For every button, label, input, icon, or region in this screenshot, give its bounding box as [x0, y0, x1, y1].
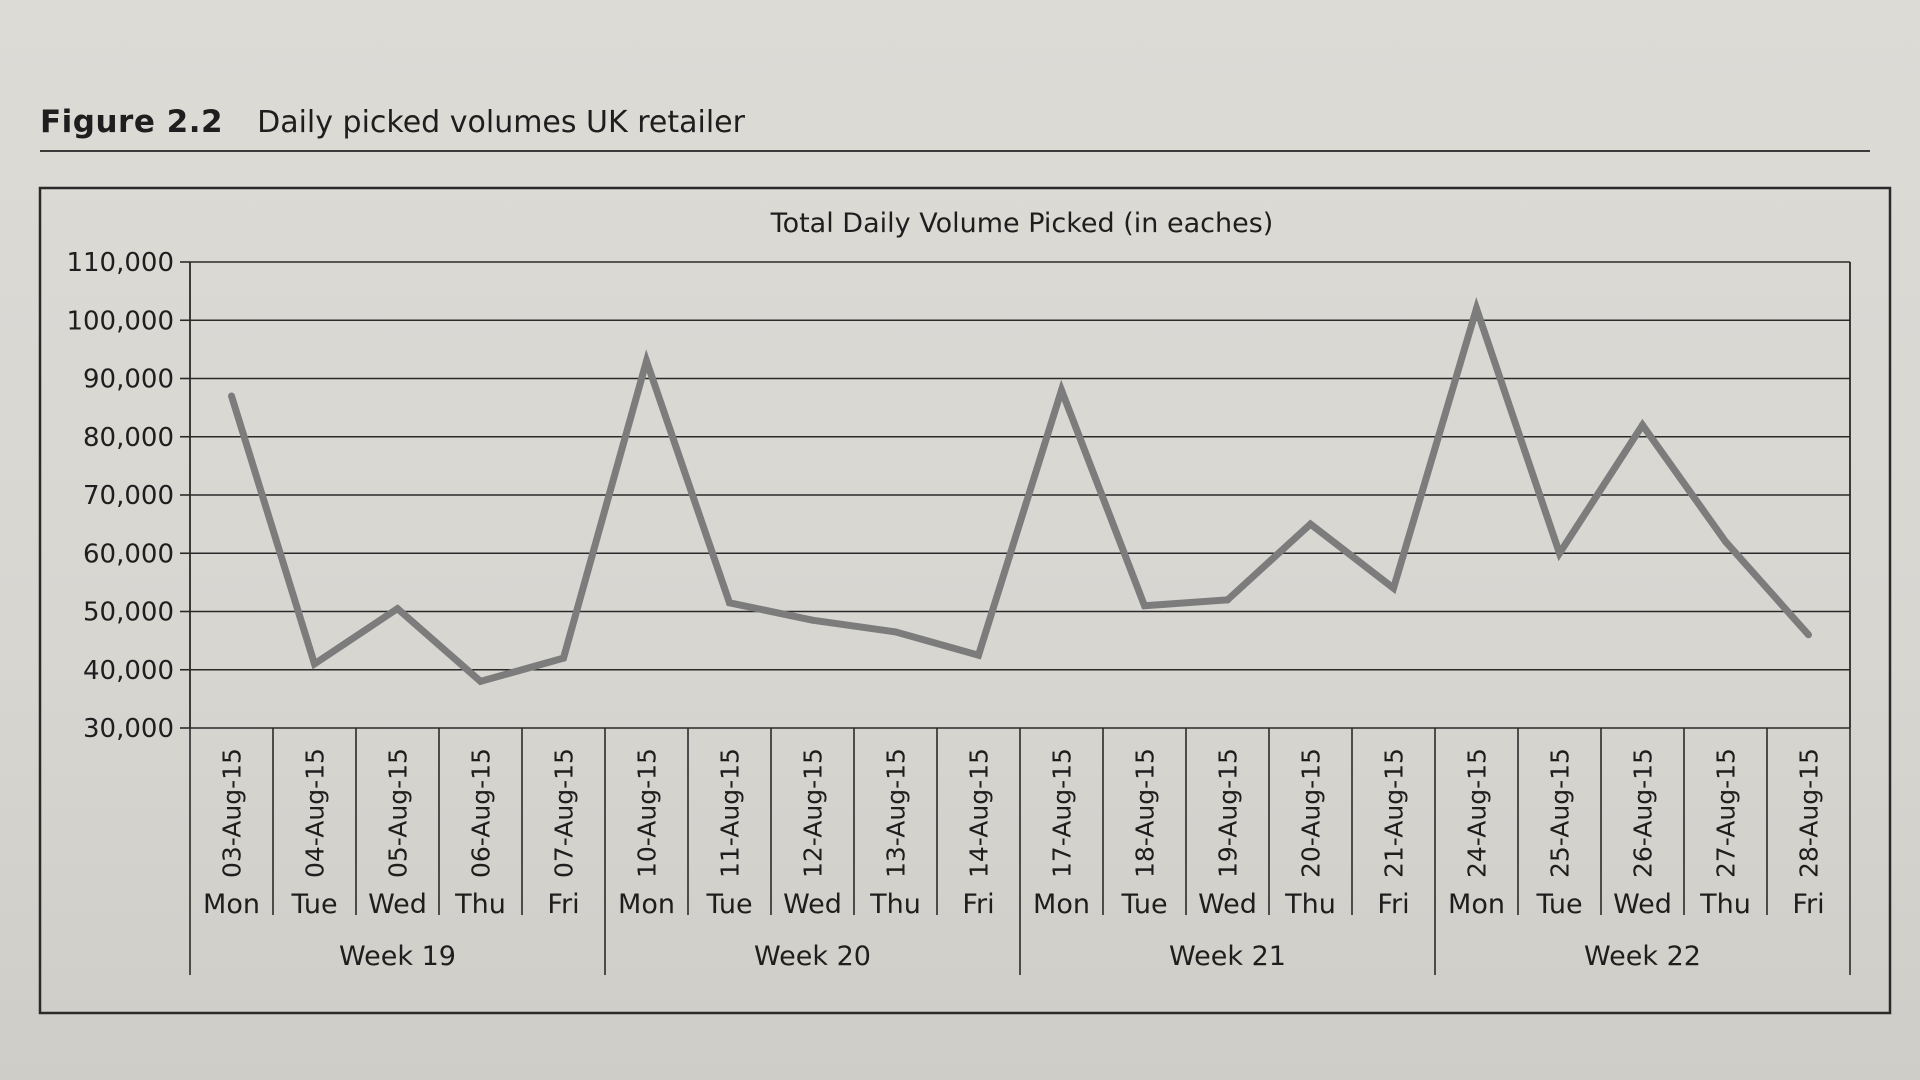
x-date-label: 27-Aug-15 [1712, 748, 1741, 878]
x-date-label: 06-Aug-15 [467, 748, 496, 878]
data-point [1473, 305, 1480, 313]
data-point [1556, 549, 1563, 557]
x-date-label: 25-Aug-15 [1546, 748, 1575, 878]
x-day-label: Fri [547, 889, 579, 920]
x-date-label: 18-Aug-15 [1131, 748, 1160, 878]
x-day-label: Fri [1377, 889, 1409, 920]
x-date-label: 24-Aug-15 [1463, 748, 1492, 878]
x-day-label: Thu [869, 889, 921, 920]
x-date-label: 17-Aug-15 [1048, 748, 1077, 878]
x-axis: 03-Aug-15 Mon 04-Aug-15 Tue 05-Aug-15 Wed 06-A… [189, 728, 1851, 975]
x-week-label: Week 19 [339, 941, 456, 972]
data-point [643, 357, 650, 365]
x-week-label: Week 22 [1584, 941, 1701, 972]
x-day-label: Fri [962, 889, 994, 920]
x-day-label: Tue [705, 889, 752, 920]
x-date-label: 28-Aug-15 [1795, 748, 1824, 878]
y-tick-label: 50,000 [83, 598, 174, 628]
y-axis: 30,000 40,000 50,000 60,000 70,000 80,000 90,0… [66, 248, 191, 744]
data-point [1805, 631, 1812, 639]
series-layer [228, 297, 1812, 686]
x-day-label: Mon [203, 889, 260, 920]
x-day-label: Mon [1448, 889, 1505, 920]
data-point [809, 616, 816, 624]
x-date-label: 20-Aug-15 [1297, 748, 1326, 878]
x-day-label: Mon [618, 889, 675, 920]
chart-title: Total Daily Volume Picked (in eaches) [770, 208, 1274, 239]
data-point [228, 392, 235, 400]
data-point [892, 628, 899, 636]
data-point [560, 654, 567, 662]
x-date-label: 11-Aug-15 [716, 748, 745, 878]
x-date-label: 19-Aug-15 [1214, 748, 1243, 878]
y-tick-label: 90,000 [83, 365, 174, 395]
data-point [975, 651, 982, 659]
data-point [1058, 386, 1065, 394]
x-day-label: Wed [783, 889, 842, 920]
x-date-label: 21-Aug-15 [1380, 748, 1409, 878]
x-week-label: Week 20 [754, 941, 871, 972]
figure-caption-text: Daily picked volumes UK retailer [257, 105, 745, 140]
x-date-label: 12-Aug-15 [799, 748, 828, 878]
x-day-label: Mon [1033, 889, 1090, 920]
gridlines [190, 261, 1851, 729]
data-point [477, 677, 484, 685]
data-point [726, 599, 733, 607]
chart-border [38, 186, 1892, 1015]
x-date-label: 13-Aug-15 [882, 748, 911, 878]
x-day-label: Tue [1535, 889, 1582, 920]
x-day-label: Thu [454, 889, 506, 920]
y-tick-label: 110,000 [66, 248, 174, 278]
data-point [1390, 584, 1397, 592]
x-day-label: Tue [290, 889, 337, 920]
data-point [1307, 520, 1314, 528]
x-day-label: Thu [1699, 889, 1751, 920]
y-tick-label: 40,000 [83, 656, 174, 686]
caption-divider [40, 150, 1870, 152]
x-day-label: Wed [368, 889, 427, 920]
x-date-label: 26-Aug-15 [1629, 748, 1658, 878]
data-point [394, 605, 401, 613]
x-date-label: 07-Aug-15 [550, 748, 579, 878]
x-date-label: 14-Aug-15 [965, 748, 994, 878]
figure-caption: Figure 2.2 Daily picked volumes UK retail… [40, 104, 745, 140]
data-point [1224, 596, 1231, 604]
x-date-label: 04-Aug-15 [301, 748, 330, 878]
y-tick-label: 80,000 [83, 423, 174, 453]
data-point [1141, 602, 1148, 610]
y-tick-label: 100,000 [66, 306, 174, 336]
data-point [1722, 538, 1729, 546]
x-date-label: 05-Aug-15 [384, 748, 413, 878]
x-date-label: 03-Aug-15 [218, 748, 247, 878]
data-point [311, 660, 318, 668]
figure-label: Figure 2.2 [40, 104, 224, 140]
x-day-label: Thu [1284, 889, 1336, 920]
series-line [228, 297, 1812, 686]
data-point [1639, 421, 1646, 429]
x-week-label: Week 21 [1169, 941, 1286, 972]
x-day-label: Fri [1792, 889, 1824, 920]
y-tick-label: 30,000 [83, 714, 174, 744]
y-tick-label: 60,000 [83, 539, 174, 569]
y-tick-label: 70,000 [83, 481, 174, 511]
x-date-label: 10-Aug-15 [633, 748, 662, 878]
x-day-label: Wed [1613, 889, 1672, 920]
x-day-label: Wed [1198, 889, 1257, 920]
x-day-label: Tue [1120, 889, 1167, 920]
